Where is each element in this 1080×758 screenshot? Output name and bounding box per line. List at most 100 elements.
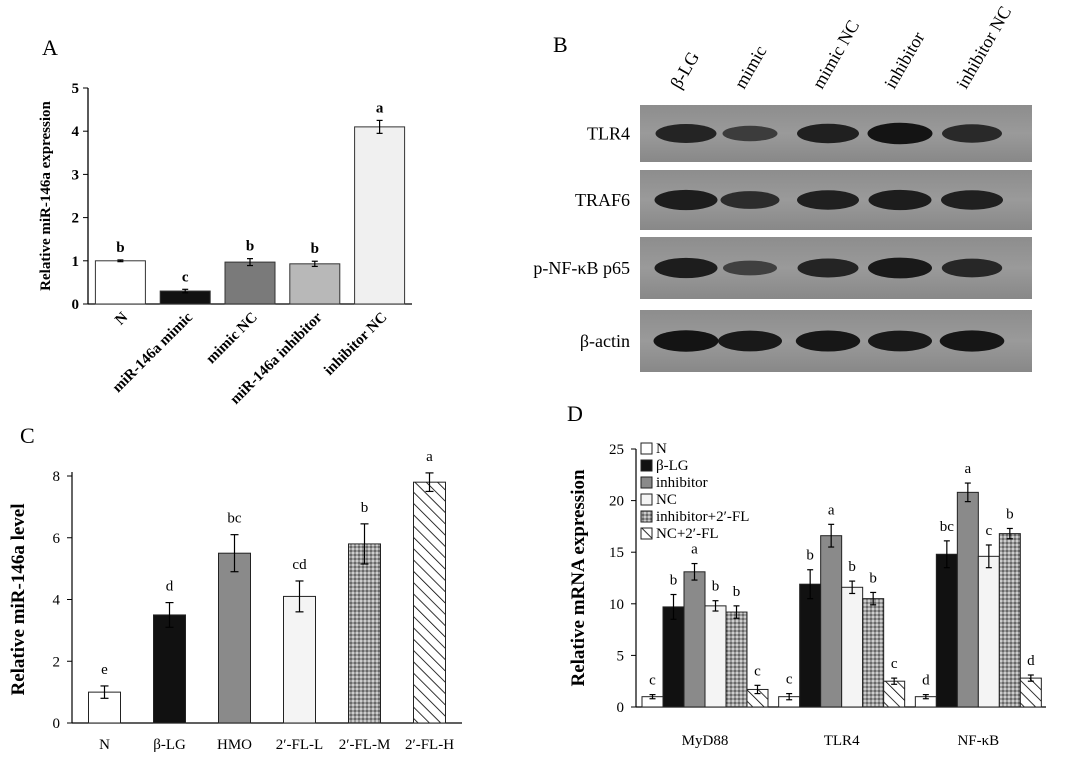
bar [1019, 677, 1042, 708]
significance-letter: b [246, 239, 254, 255]
panel-label-c: C [20, 423, 35, 448]
blot-band [723, 260, 777, 276]
significance-letter: cd [292, 557, 307, 573]
significance-letter: bc [227, 511, 242, 527]
significance-letter: c [649, 673, 656, 689]
bar [283, 595, 316, 724]
lane-label: inhibitor NC [952, 3, 1015, 92]
blot-band [722, 125, 778, 142]
significance-letter: b [712, 579, 720, 595]
lane-label: mimic [730, 42, 770, 92]
significance-letter: b [869, 570, 877, 586]
panel-label-b: B [553, 32, 568, 57]
x-tick-label: β-LG [153, 737, 186, 753]
bar [413, 481, 446, 724]
legend-label: β-LG [656, 458, 689, 474]
significance-letter: c [786, 672, 793, 688]
significance-letter: c [891, 656, 898, 672]
blot-band [720, 191, 780, 209]
bar [289, 263, 341, 305]
bar [683, 571, 706, 708]
legend-label: NC [656, 492, 677, 508]
significance-letter: b [733, 584, 741, 600]
y-tick-label: 3 [72, 167, 80, 183]
y-axis-label: Relative miR-146a expression [38, 100, 54, 290]
bar [956, 491, 979, 708]
legend-label: NC+2′-FL [656, 526, 719, 542]
y-tick-label: 25 [609, 442, 624, 458]
y-tick-label: 20 [609, 494, 624, 510]
x-tick-label: HMO [217, 737, 252, 753]
x-tick-label: 2′-FL-H [405, 737, 454, 753]
legend-label: inhibitor [656, 475, 708, 491]
bar [348, 543, 381, 724]
bar [862, 598, 885, 708]
blot-band [868, 330, 932, 352]
blot-band [941, 190, 1003, 210]
y-tick-label: 0 [72, 297, 80, 313]
blot-band [939, 330, 1005, 352]
significance-letter: a [691, 542, 698, 558]
blot-band [797, 258, 859, 278]
significance-letter: d [1027, 653, 1035, 669]
x-tick-label: NF-κB [957, 733, 999, 749]
bar [820, 535, 843, 708]
blot-band [654, 189, 718, 211]
significance-letter: b [670, 573, 678, 589]
y-tick-label: 4 [72, 124, 80, 140]
blot-row-label: TLR4 [587, 124, 630, 144]
significance-letter: b [848, 559, 856, 575]
y-tick-label: 10 [609, 597, 624, 613]
x-tick-label: 2′-FL-L [276, 737, 323, 753]
blot-row-label: β-actin [580, 331, 630, 351]
blot-band [868, 257, 932, 279]
y-tick-label: 5 [617, 648, 625, 664]
significance-letter: a [964, 461, 971, 477]
x-tick-label: N [112, 309, 131, 328]
bar [841, 586, 864, 708]
y-axis-label: Relative miR-146a level [8, 503, 29, 695]
lane-label: mimic NC [808, 17, 863, 92]
bar [704, 605, 727, 708]
x-tick-label: TLR4 [824, 733, 860, 749]
blot-band [797, 123, 859, 144]
significance-letter: a [376, 100, 384, 116]
panel-c-chart: 0 2 4 6 8 Relative miR-146a level e Nd β-LG bc HMO… [8, 449, 462, 753]
blot-band [795, 330, 861, 352]
blot-band [718, 330, 782, 352]
legend-swatch [640, 442, 653, 455]
bar [224, 261, 276, 305]
panel-label-a: A [42, 35, 58, 60]
blot-band [867, 122, 933, 145]
blot-band [797, 190, 859, 210]
significance-letter: c [985, 523, 992, 539]
y-tick-label: 2 [72, 211, 80, 227]
y-tick-label: 2 [53, 654, 61, 670]
significance-letter: b [1006, 506, 1014, 522]
significance-letter: e [101, 662, 108, 678]
blot-band [653, 330, 719, 352]
y-tick-label: 8 [53, 469, 61, 485]
legend-label: inhibitor+2′-FL [656, 509, 749, 525]
blot-band [654, 257, 718, 279]
bar [218, 552, 251, 724]
lane-label: inhibitor [880, 28, 928, 92]
legend-swatch [640, 476, 653, 489]
x-tick-label: 2′-FL-M [339, 737, 391, 753]
y-tick-label: 0 [617, 700, 625, 716]
bar [153, 614, 186, 724]
legend-swatch [640, 527, 653, 540]
significance-letter: b [311, 241, 319, 257]
panel-label-d: D [567, 401, 583, 426]
legend-label: N [656, 441, 667, 457]
bar [977, 555, 1000, 708]
y-tick-label: 1 [72, 254, 80, 270]
y-tick-label: 15 [609, 545, 624, 561]
blot-row-label: TRAF6 [575, 190, 630, 210]
blot-band [941, 258, 1003, 278]
significance-letter: d [166, 579, 174, 595]
blot-band [942, 124, 1002, 143]
bar [998, 533, 1021, 708]
